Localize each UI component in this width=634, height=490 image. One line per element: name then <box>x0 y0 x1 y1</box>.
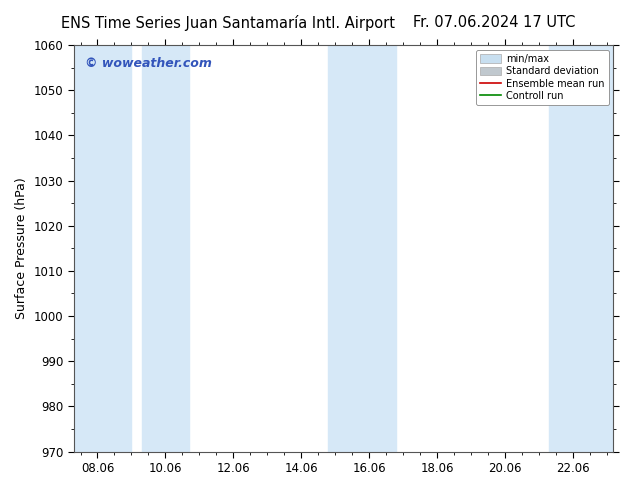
Text: © woweather.com: © woweather.com <box>84 57 211 70</box>
Bar <box>74 45 131 452</box>
Legend: min/max, Standard deviation, Ensemble mean run, Controll run: min/max, Standard deviation, Ensemble me… <box>476 50 609 105</box>
Text: Fr. 07.06.2024 17 UTC: Fr. 07.06.2024 17 UTC <box>413 15 576 30</box>
Bar <box>141 45 189 452</box>
Text: ENS Time Series Juan Santamaría Intl. Airport: ENS Time Series Juan Santamaría Intl. Ai… <box>61 15 395 31</box>
Bar <box>328 45 396 452</box>
Y-axis label: Surface Pressure (hPa): Surface Pressure (hPa) <box>15 177 28 319</box>
Bar <box>549 45 614 452</box>
